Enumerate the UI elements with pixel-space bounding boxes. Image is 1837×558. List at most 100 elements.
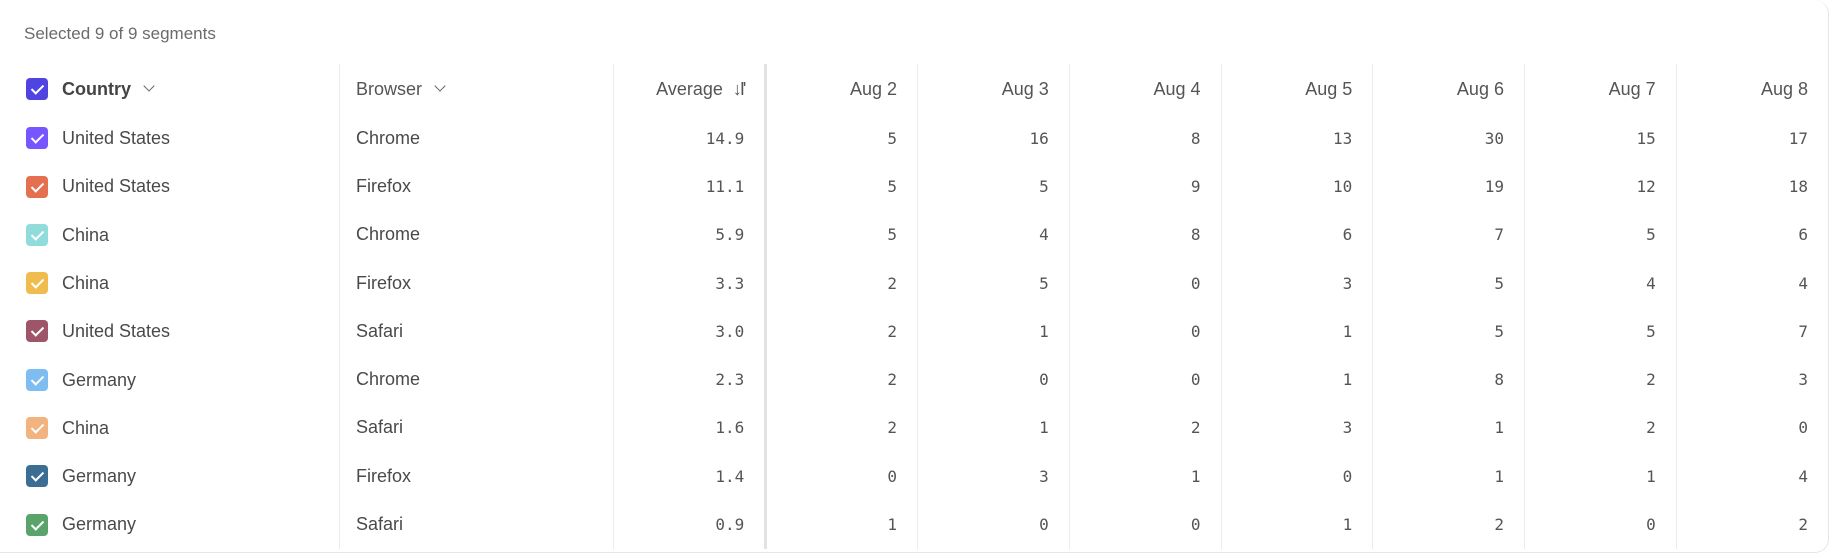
date-column-header[interactable]: Aug 8 [1675, 64, 1828, 114]
value-cell: 1 [1372, 403, 1525, 453]
date-column-header[interactable]: Aug 6 [1372, 64, 1525, 114]
segment-checkbox[interactable] [26, 175, 48, 198]
value-cell: 2 [1068, 403, 1221, 453]
value-cell: 0 [1068, 258, 1221, 308]
value-cell: 1 [1220, 307, 1373, 356]
browser-cell: Firefox [338, 258, 614, 308]
chevron-down-icon[interactable] [143, 80, 155, 92]
value-cell: 1 [1372, 452, 1525, 501]
country-cell: Germany [0, 452, 339, 500]
average-header-label: Average [656, 78, 723, 99]
value-cell: 18 [1675, 162, 1828, 211]
value-cell: 0 [1068, 307, 1221, 356]
browser-cell: Chrome [338, 114, 614, 163]
date-column-header[interactable]: Aug 4 [1068, 64, 1221, 114]
value-cell: 2 [765, 307, 918, 356]
country-label: United States [62, 320, 171, 341]
country-cell: United States [0, 307, 339, 355]
value-cell: 4 [1675, 258, 1828, 308]
segment-checkbox[interactable] [26, 465, 48, 488]
value-cell: 4 [1675, 452, 1828, 501]
value-cell: 1 [765, 500, 918, 549]
table-row[interactable]: United States Firefox 11.1 5 5 9 10 19 12 18 [0, 162, 1828, 211]
average-cell: 1.6 [613, 403, 768, 453]
table-header-row: Country Browser Average ↓I' Aug 2 Aug 3 Aug… [0, 64, 1828, 114]
average-cell: 11.1 [613, 162, 768, 211]
value-cell: 5 [917, 162, 1070, 211]
country-cell: Germany [0, 500, 339, 548]
value-cell: 5 [765, 210, 918, 259]
table-row[interactable]: Germany Safari 0.9 1 0 0 1 2 0 2 [0, 500, 1828, 549]
average-column-header[interactable]: Average ↓I' [613, 64, 768, 114]
value-cell: 5 [917, 258, 1070, 308]
browser-cell: Chrome [338, 355, 614, 404]
country-label: Germany [62, 369, 137, 390]
value-cell: 2 [1372, 500, 1525, 549]
value-cell: 4 [917, 210, 1070, 259]
value-cell: 2 [1523, 355, 1677, 404]
table-row[interactable]: Germany Chrome 2.3 2 0 0 1 8 2 3 [0, 355, 1828, 404]
value-cell: 8 [1068, 210, 1221, 259]
country-cell: United States [0, 114, 339, 162]
value-cell: 6 [1220, 210, 1373, 259]
table-row[interactable]: United States Safari 3.0 2 1 0 1 5 5 7 [0, 307, 1828, 356]
value-cell: 9 [1068, 162, 1221, 211]
value-cell: 1 [1523, 452, 1677, 501]
value-cell: 0 [765, 452, 918, 501]
browser-cell: Chrome [338, 210, 614, 259]
segment-checkbox[interactable] [26, 272, 48, 295]
date-column-header[interactable]: Aug 3 [917, 64, 1070, 114]
country-column-header[interactable]: Country [0, 64, 339, 114]
value-cell: 19 [1372, 162, 1525, 211]
segment-checkbox[interactable] [26, 417, 48, 440]
value-cell: 5 [765, 162, 918, 211]
table-row[interactable]: Germany Firefox 1.4 0 3 1 0 1 1 4 [0, 452, 1828, 501]
value-cell: 5 [765, 114, 918, 163]
table-row[interactable]: United States Chrome 14.9 5 16 8 13 30 15 17 [0, 114, 1828, 163]
value-cell: 0 [1220, 452, 1373, 501]
table-row[interactable]: China Firefox 3.3 2 5 0 3 5 4 4 [0, 258, 1828, 308]
date-column-header[interactable]: Aug 5 [1220, 64, 1373, 114]
value-cell: 2 [1675, 500, 1828, 549]
value-cell: 1 [917, 403, 1070, 453]
value-cell: 8 [1372, 355, 1525, 404]
value-cell: 1 [917, 307, 1070, 356]
value-cell: 2 [765, 355, 918, 404]
sort-descending-icon[interactable]: ↓I' [732, 78, 747, 99]
value-cell: 16 [917, 114, 1070, 163]
value-cell: 2 [765, 403, 918, 453]
country-cell: United States [0, 162, 339, 210]
browser-cell: Safari [338, 500, 614, 549]
value-cell: 8 [1068, 114, 1221, 163]
date-column-header[interactable]: Aug 2 [765, 64, 918, 114]
country-cell: China [0, 259, 339, 307]
selection-caption: Selected 9 of 9 segments [24, 24, 216, 43]
country-label: Germany [62, 514, 137, 535]
table-row[interactable]: China Chrome 5.9 5 4 8 6 7 5 6 [0, 210, 1828, 259]
value-cell: 3 [1220, 258, 1373, 308]
chevron-down-icon[interactable] [434, 80, 446, 92]
country-cell: China [0, 404, 339, 452]
browser-column-header[interactable]: Browser [338, 64, 614, 114]
segment-checkbox[interactable] [26, 320, 48, 343]
browser-cell: Safari [338, 307, 614, 356]
segment-checkbox[interactable] [26, 513, 48, 536]
value-cell: 0 [1068, 355, 1221, 404]
value-cell: 1 [1220, 500, 1373, 549]
select-all-checkbox[interactable] [26, 78, 48, 101]
value-cell: 7 [1372, 210, 1525, 259]
value-cell: 10 [1220, 162, 1373, 211]
table-row[interactable]: China Safari 1.6 2 1 2 3 1 2 0 [0, 403, 1828, 453]
segment-checkbox[interactable] [26, 368, 48, 391]
value-cell: 12 [1523, 162, 1677, 211]
segment-checkbox[interactable] [26, 223, 48, 246]
country-header-label: Country [62, 78, 131, 99]
value-cell: 7 [1675, 307, 1828, 356]
date-column-header[interactable]: Aug 7 [1523, 64, 1677, 114]
value-cell: 5 [1523, 307, 1677, 356]
browser-cell: Firefox [338, 452, 614, 501]
segment-checkbox[interactable] [26, 127, 48, 150]
value-cell: 2 [765, 258, 918, 308]
value-cell: 15 [1523, 114, 1677, 163]
